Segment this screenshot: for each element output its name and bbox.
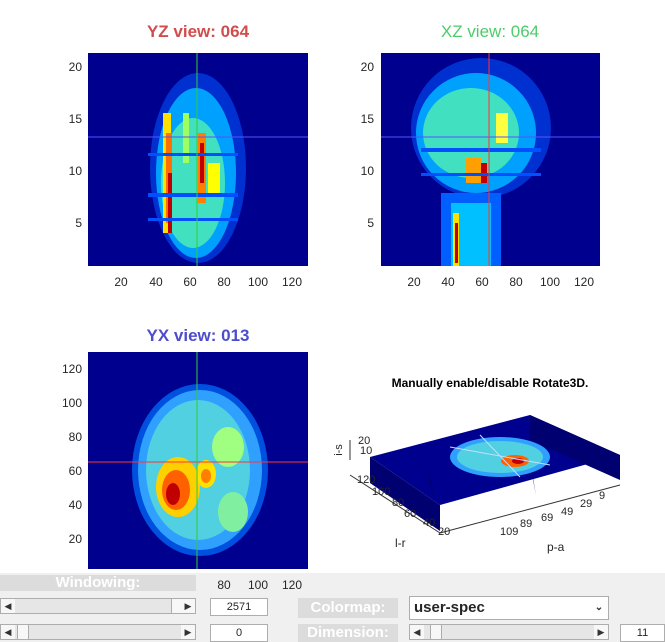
yz-xtick-120: 120 [281, 275, 303, 289]
colormap-label: Colormap: [298, 598, 398, 618]
yx-ytick-100: 100 [61, 396, 82, 410]
chevron-down-icon[interactable]: ⌄ [594, 602, 604, 613]
slider-left-arrow-icon[interactable]: ◀ [1, 625, 15, 639]
rotate3d-lr-tick-80: 80 [392, 497, 405, 509]
dimension-value-field[interactable]: 11 [620, 624, 665, 642]
xz-slice-heatmap [381, 53, 600, 266]
rotate3d-lr-tick-60: 60 [404, 508, 417, 520]
slider-right-arrow-icon[interactable]: ▶ [181, 599, 195, 613]
yz-ytick-15: 15 [68, 112, 82, 126]
yx-view-image[interactable] [88, 352, 308, 569]
rotate3d-lr-tick-120: 120 [357, 474, 376, 486]
dimension-slider-thumb[interactable] [430, 625, 442, 639]
yx-view-title: YX view: 013 [146, 326, 250, 345]
rotate3d-plot [349, 415, 621, 534]
rotate3d-pa-tick-89: 89 [520, 518, 533, 530]
rotate3d-pa-tick-9: 9 [599, 490, 606, 502]
rotate3d-lr-tick-100: 100 [372, 486, 391, 498]
yx-ytick-40: 40 [68, 498, 82, 512]
xz-ytick-20: 20 [360, 60, 374, 74]
xz-xtick-100: 100 [539, 275, 561, 289]
rotate3d-pa-label: p-a [547, 540, 565, 554]
yx-xtick-80: 80 [217, 578, 231, 592]
yz-xtick-60: 60 [183, 275, 197, 289]
xz-ytick-10: 10 [360, 164, 374, 178]
yz-view-title: YZ view: 064 [146, 22, 250, 41]
rotate3d-z-tick-20: 20 [358, 435, 371, 447]
windowing-label: Windowing: [0, 575, 196, 591]
yx-xtick-100: 100 [247, 578, 269, 592]
xz-xtick-40: 40 [441, 275, 455, 289]
slider-left-arrow-icon[interactable]: ◀ [410, 625, 424, 639]
yz-ytick-10: 10 [68, 164, 82, 178]
yx-xtick-120: 120 [281, 578, 303, 592]
yx-ytick-80: 80 [68, 430, 82, 444]
xz-xtick-20: 20 [407, 275, 421, 289]
yz-ytick-5: 5 [75, 216, 82, 230]
rotate3d-pa-tick-49: 49 [561, 506, 574, 518]
rotate3d-lr-tick-20: 20 [438, 526, 451, 538]
rotate3d-lr-label: l-r [395, 536, 406, 550]
rotate3d-z-tick-10: 10 [360, 445, 373, 457]
slider-right-arrow-icon[interactable]: ▶ [181, 625, 195, 639]
yz-xtick-100: 100 [247, 275, 269, 289]
windowing-value-field[interactable]: 2571 [210, 598, 268, 616]
xz-xtick-60: 60 [475, 275, 489, 289]
xz-view-image[interactable] [381, 53, 600, 266]
xz-xtick-120: 120 [573, 275, 595, 289]
yx-ytick-120: 120 [61, 362, 82, 376]
rotate3d-lr-tick-40: 40 [423, 517, 436, 529]
rotate3d-pa-tick-69: 69 [541, 512, 554, 524]
yz-view-image[interactable] [88, 53, 308, 266]
second-slider-thumb[interactable] [17, 625, 29, 639]
yz-xtick-20: 20 [114, 275, 128, 289]
yz-xtick-40: 40 [149, 275, 163, 289]
rotate3d-view[interactable] [330, 395, 650, 560]
colormap-select[interactable]: user-spec ⌄ [409, 596, 609, 620]
second-slider[interactable]: ◀ ▶ [0, 624, 196, 640]
windowing-slider[interactable]: ◀ ▶ [0, 598, 196, 614]
xz-ytick-5: 5 [367, 216, 374, 230]
yz-slice-heatmap [88, 53, 308, 266]
yx-slice-heatmap [88, 352, 308, 569]
xz-view-title: XZ view: 064 [440, 22, 540, 41]
xz-xtick-80: 80 [509, 275, 523, 289]
rotate3d-pa-tick-29: 29 [580, 498, 593, 510]
rotate3d-z-label: i-s [332, 444, 345, 456]
second-value-field[interactable]: 0 [210, 624, 268, 642]
yz-ytick-20: 20 [68, 60, 82, 74]
dimension-label: Dimension: [298, 624, 398, 642]
yx-ytick-60: 60 [68, 464, 82, 478]
rotate3d-title: Manually enable/disable Rotate3D. [391, 376, 589, 390]
yx-ytick-20: 20 [68, 532, 82, 546]
yz-xtick-80: 80 [217, 275, 231, 289]
slider-right-arrow-icon[interactable]: ▶ [594, 625, 608, 639]
rotate3d-pa-tick-109: 109 [500, 526, 519, 538]
slider-left-arrow-icon[interactable]: ◀ [1, 599, 15, 613]
xz-ytick-15: 15 [360, 112, 374, 126]
dimension-slider[interactable]: ◀ ▶ [409, 624, 609, 640]
colormap-selected-value: user-spec [414, 599, 485, 616]
